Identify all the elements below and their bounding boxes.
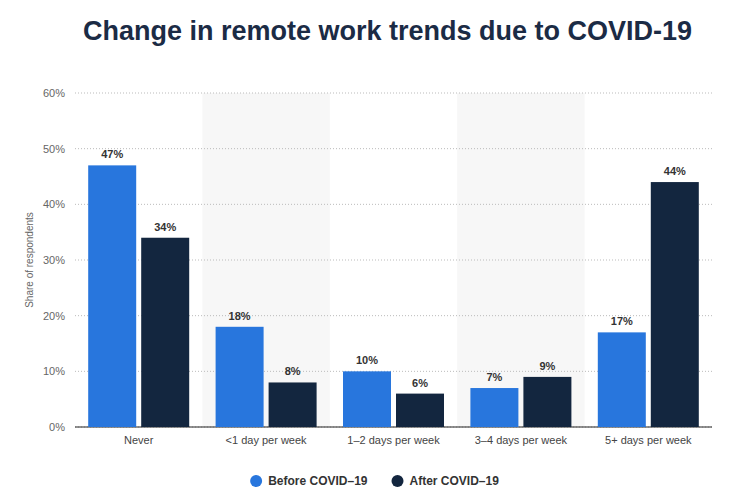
data-label: 6% <box>412 377 428 389</box>
y-tick-label: 10% <box>43 365 65 377</box>
data-label: 47% <box>101 148 123 160</box>
y-tick-label: 20% <box>43 310 65 322</box>
legend-marker <box>392 475 404 487</box>
bar <box>651 182 699 427</box>
legend: Before COVID–19 After COVID–19 <box>250 474 499 488</box>
data-label: 10% <box>356 354 378 366</box>
legend-label: After COVID–19 <box>410 474 500 488</box>
x-tick-label: 3–4 days per week <box>475 434 568 446</box>
x-tick-label: 5+ days per week <box>605 434 692 446</box>
chart: Change in remote work trends due to COVI… <box>0 0 749 500</box>
bar <box>216 327 264 427</box>
bar <box>343 371 391 427</box>
category-band <box>202 93 329 427</box>
y-tick-label: 50% <box>43 143 65 155</box>
category-band <box>457 93 584 427</box>
bar <box>396 394 444 427</box>
bars <box>88 165 699 427</box>
y-axis-label: Share of respondents <box>24 212 35 308</box>
x-tick-label: 1–2 days per week <box>347 434 440 446</box>
x-tick-label: Never <box>124 434 154 446</box>
y-tick-label: 40% <box>43 198 65 210</box>
data-label: 7% <box>486 371 502 383</box>
bar <box>598 332 646 427</box>
y-tick-label: 60% <box>43 87 65 99</box>
data-label: 17% <box>611 315 633 327</box>
legend-marker <box>250 475 262 487</box>
grid-line <box>75 93 712 94</box>
bar <box>269 382 317 427</box>
data-label: 44% <box>664 165 686 177</box>
data-label: 8% <box>285 365 301 377</box>
data-label: 34% <box>154 221 176 233</box>
title: Change in remote work trends due to COVI… <box>83 16 692 46</box>
bar <box>470 388 518 427</box>
bar <box>88 165 136 427</box>
data-label: 18% <box>229 310 251 322</box>
data-label: 9% <box>539 360 555 372</box>
bar <box>141 238 189 427</box>
grid-line <box>75 148 712 149</box>
y-tick-label: 0% <box>49 421 65 433</box>
bar <box>523 377 571 427</box>
y-tick-label: 30% <box>43 254 65 266</box>
legend-label: Before COVID–19 <box>268 474 368 488</box>
x-tick-label: <1 day per week <box>226 434 308 446</box>
grid-line <box>75 204 712 205</box>
